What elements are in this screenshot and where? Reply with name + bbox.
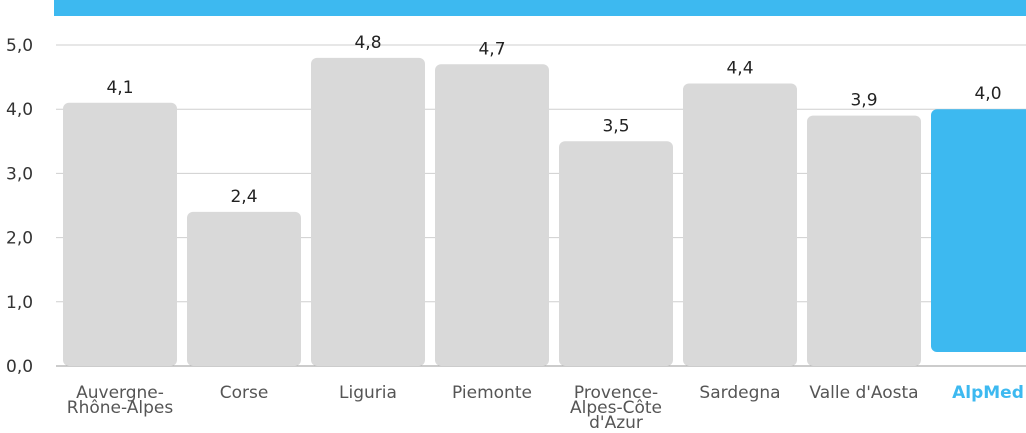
header-accent-bar (54, 0, 1026, 16)
y-tick-label: 3,0 (6, 164, 33, 184)
bar (435, 64, 549, 366)
bar-highlight (931, 109, 1026, 352)
bar (807, 115, 921, 367)
bar-value-label: 4,0 (974, 84, 1001, 104)
x-category-label: Valle d'Aosta (809, 383, 918, 403)
bar (187, 211, 301, 366)
bar-value-label: 4,8 (354, 33, 381, 53)
bar-value-label: 3,9 (850, 91, 877, 111)
x-category-label: Liguria (339, 383, 397, 403)
bar (683, 83, 797, 367)
x-category-label: Alpes-Côte (570, 398, 662, 418)
bar (63, 102, 177, 366)
bar (559, 141, 673, 366)
y-tick-label: 4,0 (6, 100, 33, 120)
x-category-label: Auvergne- (76, 383, 164, 403)
x-category-label: Corse (220, 383, 269, 403)
bar-value-label: 3,5 (602, 116, 629, 136)
y-tick-label: 1,0 (6, 293, 33, 313)
y-tick-label: 2,0 (6, 229, 33, 249)
bar-value-label: 4,1 (106, 78, 133, 98)
x-category-label: AlpMed (952, 383, 1024, 403)
x-category-label: Provence- (574, 383, 658, 403)
bar-value-label: 4,4 (726, 59, 753, 79)
bar (311, 57, 425, 367)
x-category-label: Rhône-Alpes (67, 398, 174, 418)
y-tick-label: 0,0 (6, 357, 33, 377)
y-tick-label: 5,0 (6, 36, 33, 56)
bar-value-label: 2,4 (230, 187, 257, 207)
x-category-label: Piemonte (452, 383, 532, 403)
x-category-label: Sardegna (699, 383, 780, 403)
x-category-label: d'Azur (589, 413, 643, 433)
bar-value-label: 4,7 (478, 39, 505, 59)
